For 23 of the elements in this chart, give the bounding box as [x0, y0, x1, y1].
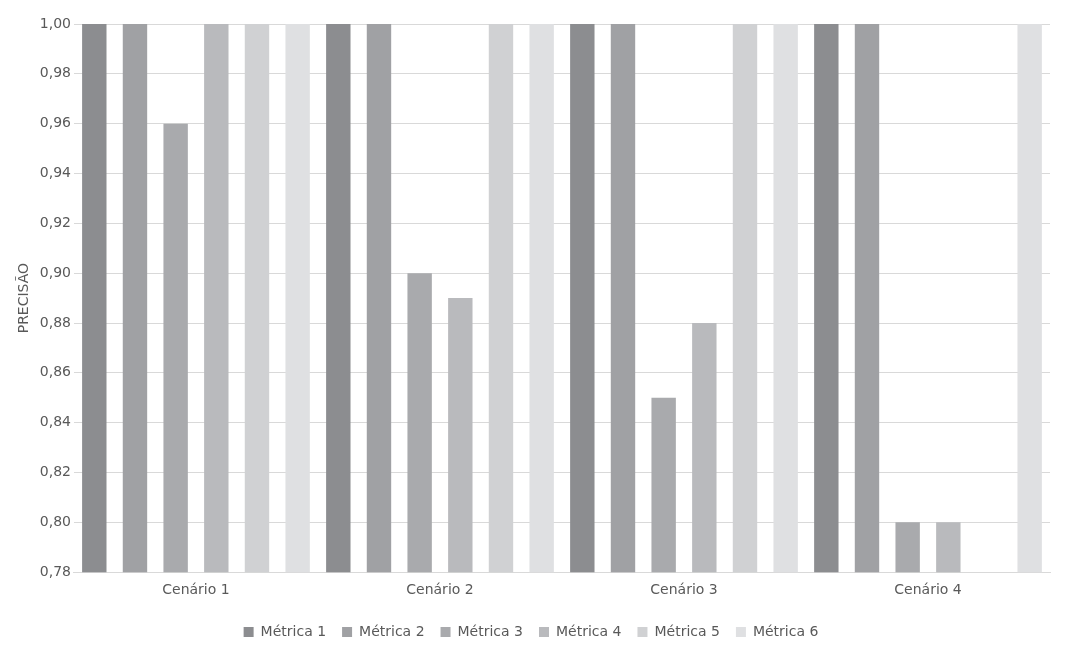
x-tick-label: Cenário 3: [650, 581, 718, 598]
y-tick-label: 0,86: [39, 363, 72, 380]
y-tick-label: 0,82: [39, 463, 71, 480]
y-axis-title: PRECISÃO: [15, 262, 32, 334]
x-tick-label: Cenário 4: [894, 581, 962, 598]
y-tick-label: 0,88: [39, 313, 71, 330]
y-tick-label: 0,98: [39, 64, 71, 81]
legend-label: Métrica 2: [359, 622, 425, 639]
legend-label: Métrica 4: [556, 622, 622, 639]
legend-label: Métrica 5: [654, 622, 720, 639]
y-tick-label: 0,90: [39, 263, 71, 280]
y-tick-label: 0,78: [39, 562, 71, 579]
y-tick-label: 1,00: [39, 14, 71, 31]
x-tick-label: Cenário 1: [162, 581, 230, 598]
legend-label: Métrica 6: [752, 622, 819, 639]
legend-label: Métrica 3: [457, 622, 524, 639]
legend-label: Métrica 1: [260, 622, 327, 639]
y-tick-label: 0,80: [39, 513, 71, 529]
y-tick-label: 0,92: [39, 213, 71, 230]
x-tick-label: Cenário 2: [406, 581, 474, 598]
y-tick-label: 0,84: [39, 413, 72, 430]
y-tick-label: 0,96: [39, 114, 72, 131]
y-tick-label: 0,94: [39, 164, 72, 181]
